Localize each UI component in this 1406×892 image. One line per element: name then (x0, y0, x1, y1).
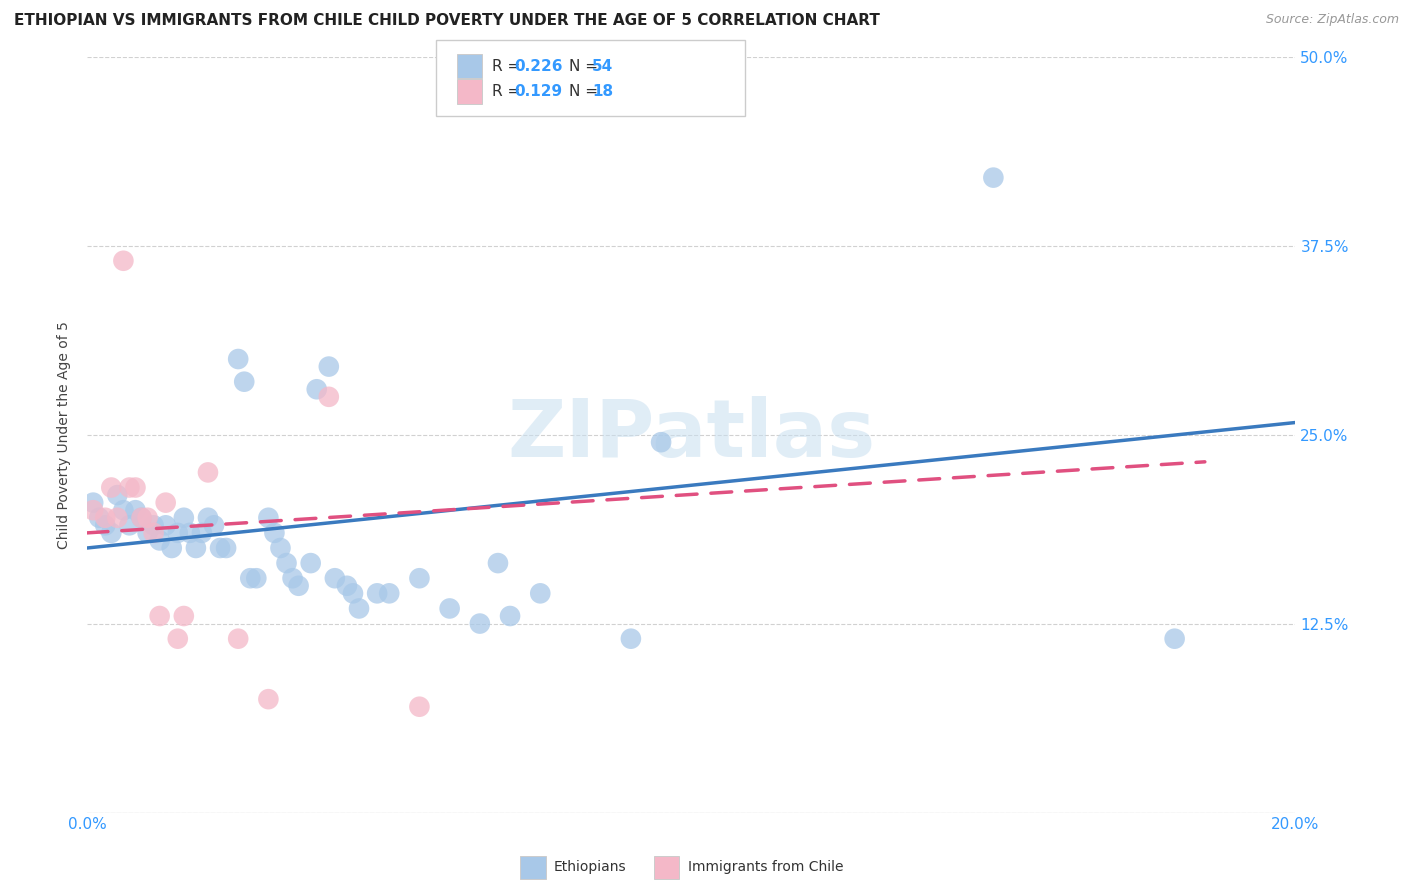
Point (408, 571, 430, 585)
Point (983, 170, 1005, 185)
Point (269, 541, 291, 555)
Point (378, 586, 401, 600)
Text: N =: N = (569, 59, 603, 73)
Point (650, 435, 672, 450)
Point (89, 510, 111, 524)
Point (94, 518, 117, 533)
Point (166, 632, 188, 646)
Point (408, 699, 430, 714)
Point (620, 632, 643, 646)
Point (160, 541, 183, 555)
Point (82, 495, 104, 509)
Point (305, 382, 328, 396)
Y-axis label: Child Poverty Under the Age of 5: Child Poverty Under the Age of 5 (58, 320, 72, 549)
Point (184, 541, 207, 555)
Point (197, 510, 219, 524)
Point (347, 601, 370, 615)
Point (142, 518, 165, 533)
Point (136, 525, 159, 540)
Point (105, 510, 128, 524)
Point (468, 616, 491, 631)
Point (155, 495, 177, 509)
Text: Source: ZipAtlas.com: Source: ZipAtlas.com (1265, 13, 1399, 27)
Point (155, 518, 177, 533)
Point (233, 375, 256, 389)
Point (287, 579, 309, 593)
Point (257, 510, 280, 524)
Point (202, 518, 225, 533)
Point (197, 466, 219, 480)
Text: 54: 54 (592, 59, 613, 73)
Text: 0.129: 0.129 (515, 85, 562, 99)
Point (118, 518, 141, 533)
Text: ZIPatlas: ZIPatlas (508, 396, 876, 474)
Point (499, 609, 522, 624)
Point (82, 503, 104, 517)
Text: Ethiopians: Ethiopians (554, 861, 627, 874)
Point (179, 525, 201, 540)
Point (439, 601, 461, 615)
Text: Immigrants from Chile: Immigrants from Chile (688, 861, 844, 874)
Point (149, 609, 172, 624)
Text: R =: R = (492, 85, 526, 99)
Point (323, 571, 346, 585)
Point (149, 533, 172, 548)
Text: 18: 18 (592, 85, 613, 99)
Point (299, 556, 322, 570)
Point (173, 510, 195, 524)
Point (318, 359, 340, 374)
Text: N =: N = (569, 85, 603, 99)
Point (173, 609, 195, 624)
Point (263, 525, 285, 540)
Point (668, 64, 690, 78)
Point (100, 481, 122, 495)
Point (342, 586, 364, 600)
Point (166, 525, 188, 540)
Point (1163, 632, 1185, 646)
Point (136, 510, 159, 524)
Point (191, 525, 214, 540)
Point (239, 571, 262, 585)
Text: ETHIOPIAN VS IMMIGRANTS FROM CHILE CHILD POVERTY UNDER THE AGE OF 5 CORRELATION : ETHIOPIAN VS IMMIGRANTS FROM CHILE CHILD… (14, 13, 880, 29)
Point (226, 632, 249, 646)
Point (215, 541, 238, 555)
Point (124, 503, 146, 517)
Point (276, 556, 298, 570)
Point (281, 571, 304, 585)
Point (94, 510, 117, 524)
Point (529, 586, 551, 600)
Point (142, 525, 165, 540)
Point (124, 481, 146, 495)
Point (131, 510, 153, 524)
Point (257, 692, 280, 706)
Text: 0.226: 0.226 (515, 59, 562, 73)
Point (105, 488, 128, 502)
Point (366, 586, 388, 600)
Point (318, 390, 340, 404)
Point (336, 579, 359, 593)
Point (209, 541, 232, 555)
Point (118, 481, 141, 495)
Point (245, 571, 267, 585)
Point (226, 351, 249, 366)
Point (112, 503, 135, 517)
Point (100, 525, 122, 540)
Point (486, 556, 509, 570)
Text: R =: R = (492, 59, 526, 73)
Point (112, 253, 135, 268)
Point (131, 510, 153, 524)
